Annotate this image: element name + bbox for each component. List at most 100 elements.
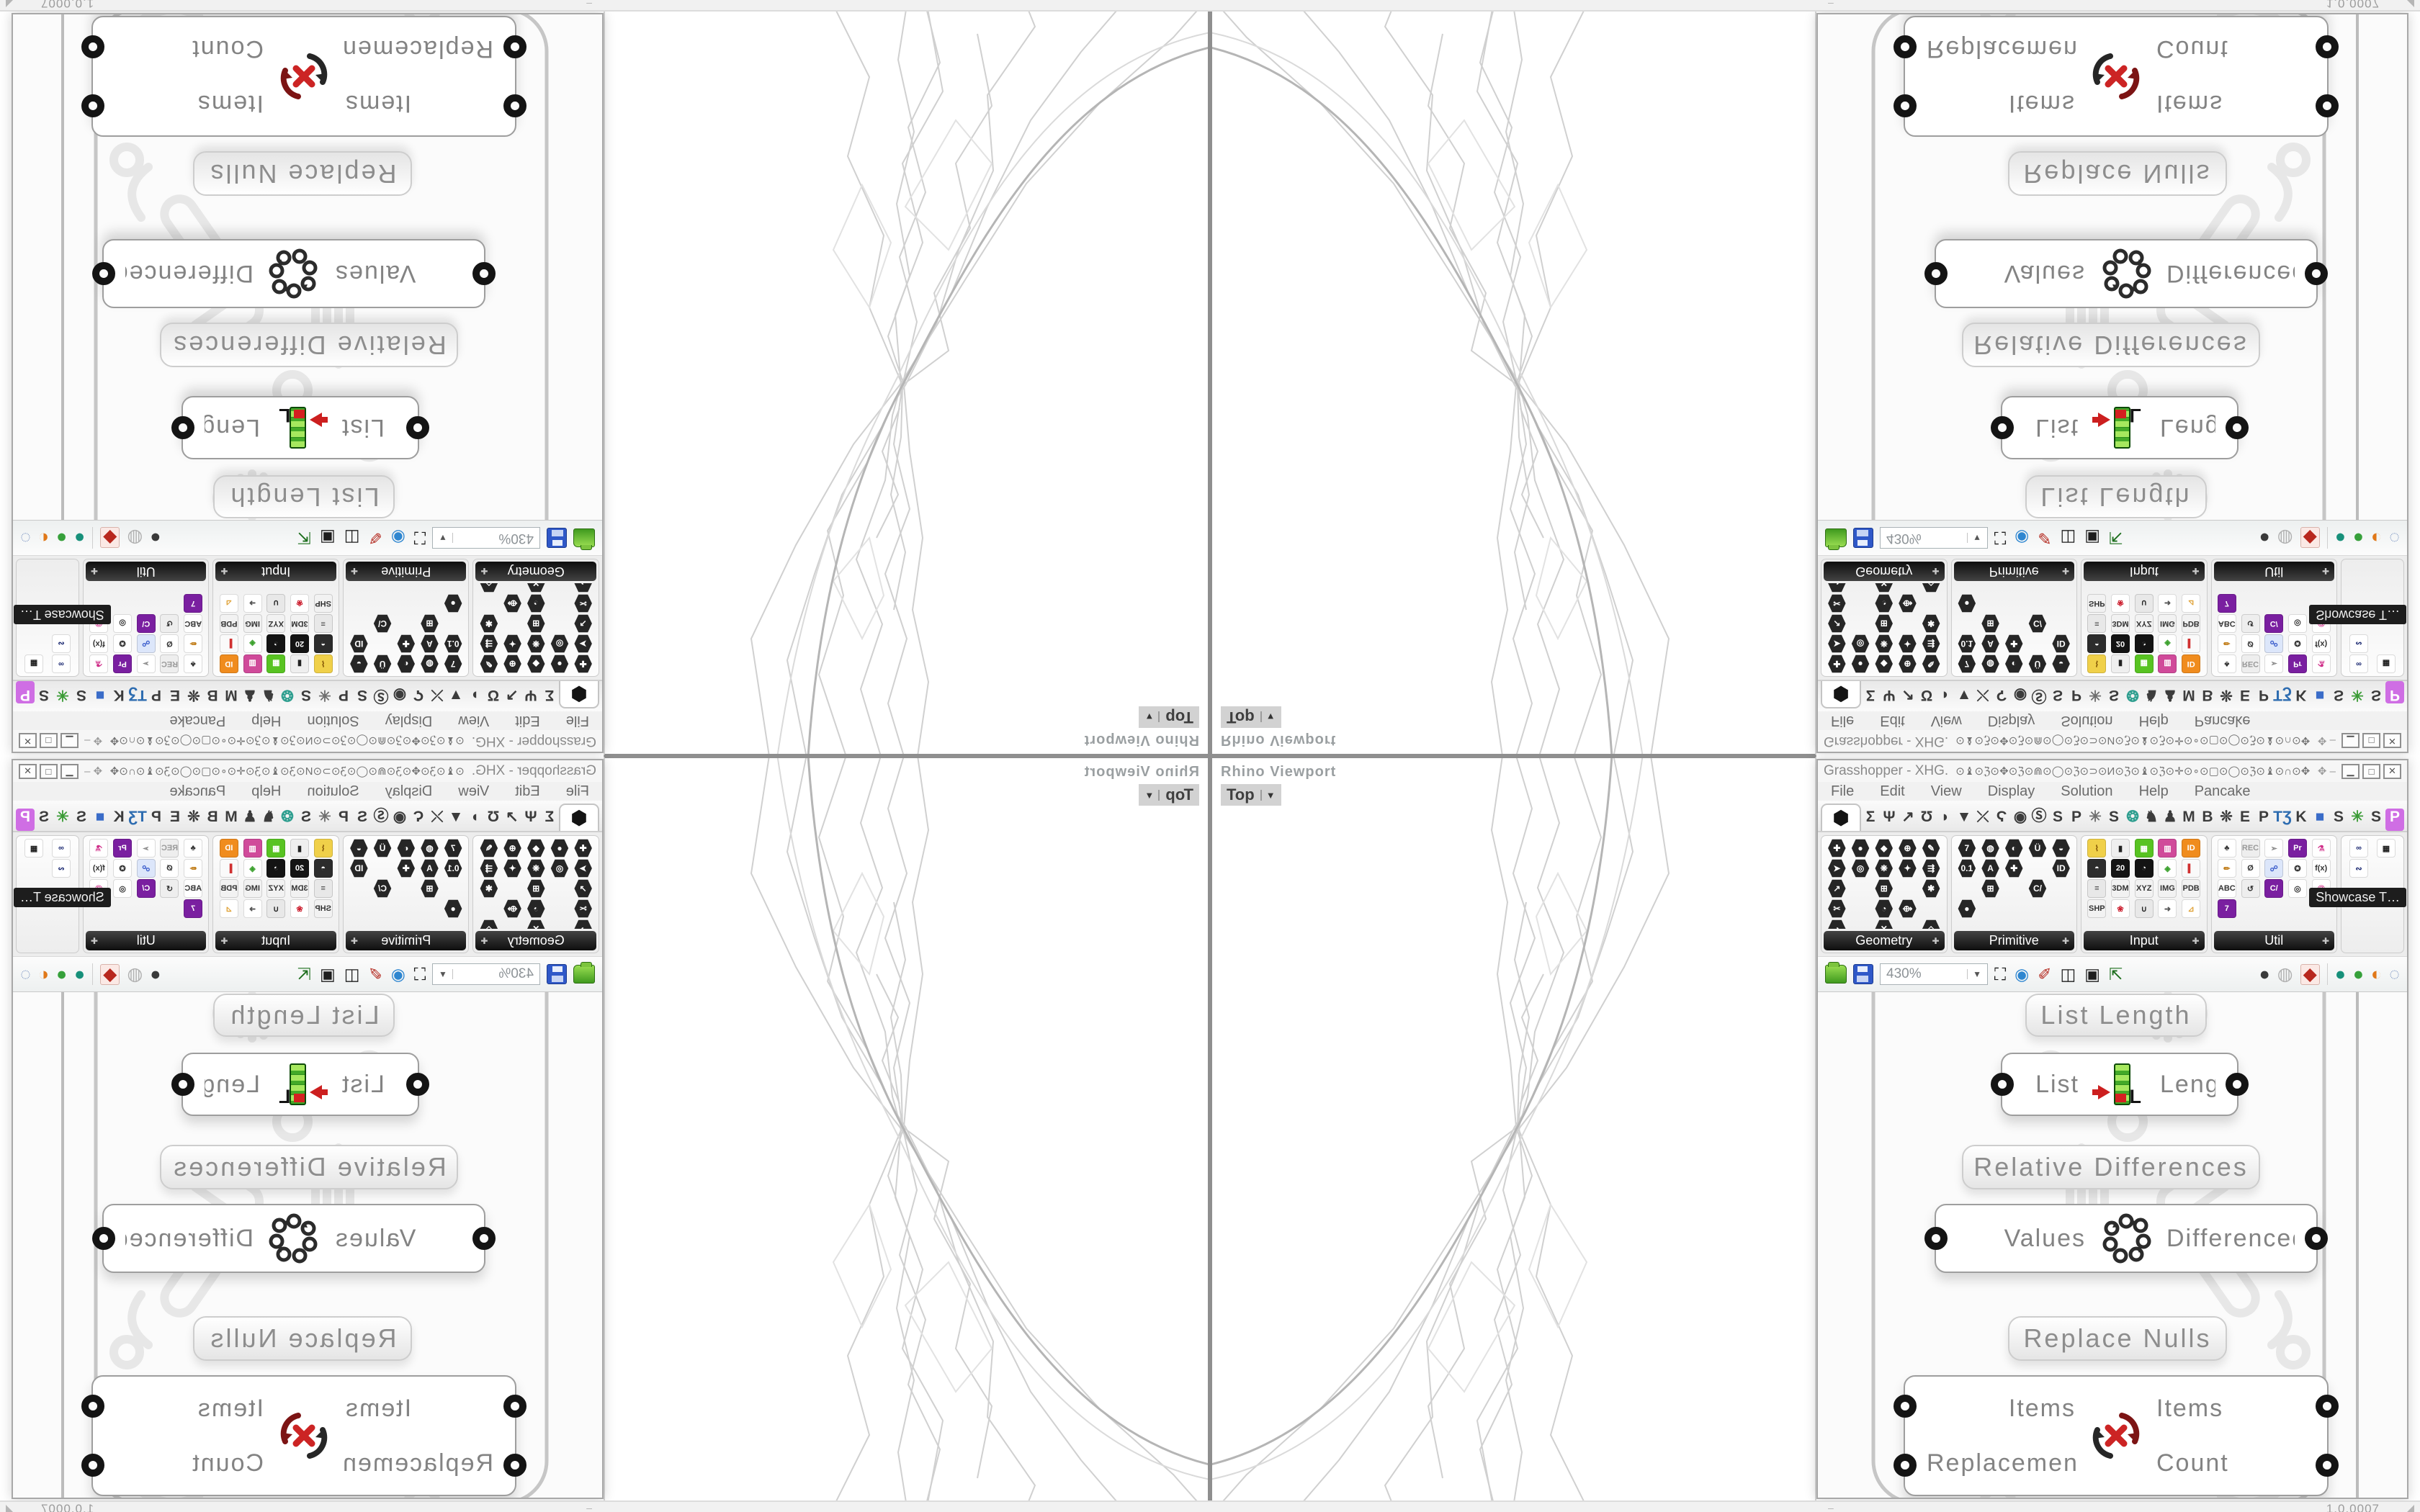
axes-widget-icon[interactable]: ⇱ — [2108, 528, 2123, 548]
tab-4[interactable]: ◗ — [470, 687, 480, 703]
tab-27[interactable]: S — [2370, 809, 2381, 825]
ribbon-component-icon[interactable]: ∪ — [266, 899, 286, 918]
titlebar-mini-icon[interactable]: ♝ — [2265, 765, 2275, 778]
ribbon-param-icon[interactable]: ✕ — [1875, 583, 1894, 593]
menu-item-pancake[interactable]: Pancake — [169, 713, 226, 729]
ribbon-component-icon[interactable]: ❀ — [290, 594, 309, 613]
titlebar-mini-icon[interactable]: ◯ — [2051, 765, 2064, 778]
chevron-down-icon[interactable]: ▼ — [1967, 969, 1981, 979]
ribbon-component-icon[interactable]: XYZ — [266, 879, 286, 898]
wireframe-preview-icon[interactable]: ◍ — [2277, 528, 2293, 549]
ribbon-param-icon[interactable]: ⊞ — [526, 879, 545, 898]
ribbon-param-icon[interactable]: ◔ — [526, 594, 545, 613]
document-preview-icon[interactable]: ● — [55, 963, 68, 984]
ribbon-param-icon[interactable]: ✱ — [1922, 879, 1940, 898]
titlebar-mini-icon[interactable]: ⊙ — [346, 734, 357, 747]
preview-eye-icon[interactable]: ◉ — [390, 528, 405, 548]
ribbon-param-icon[interactable]: ✎ — [1922, 654, 1940, 673]
ribbon-param-icon[interactable]: C/ — [2028, 614, 2047, 633]
ribbon-component-icon[interactable]: SHP — [313, 594, 333, 613]
titlebar-mini-icon[interactable]: ⊙ — [2199, 765, 2209, 778]
tab-12[interactable]: ✳ — [318, 687, 331, 703]
gh-component[interactable]: Values Differenced — [92, 1204, 496, 1273]
titlebar-mini-icon[interactable]: ♝ — [2140, 765, 2150, 778]
ribbon-component-icon[interactable]: ♣ — [184, 654, 203, 673]
ribbon-component-icon[interactable]: ABC — [2217, 614, 2236, 633]
ribbon-param-icon[interactable]: ✦ — [503, 859, 522, 878]
preview-region-icon[interactable]: ◌ — [2389, 963, 2400, 984]
zoom-level-select[interactable]: 430% ▼ — [432, 527, 540, 549]
ribbon-param-icon[interactable]: ◇ — [1922, 919, 1940, 929]
ribbon-component-icon[interactable]: 7 — [2217, 899, 2236, 918]
output-grip[interactable] — [81, 35, 104, 58]
tab-28[interactable]: P — [16, 681, 35, 703]
tab-9[interactable]: Ⓢ — [2031, 808, 2047, 824]
ribbon-component-icon[interactable]: ⌇ — [2087, 654, 2107, 673]
ribbon-param-icon[interactable]: ⇶ — [480, 634, 498, 653]
titlebar-mini-icon[interactable]: ⊙ — [2183, 765, 2193, 778]
tab-19[interactable]: ❊ — [2220, 687, 2233, 703]
panel-label[interactable]: Input ✚ — [2084, 931, 2205, 950]
resize-grip-icon[interactable]: ◢ — [6, 0, 14, 10]
titlebar-mini-icon[interactable]: ⊙ — [245, 765, 255, 778]
ribbon-component-icon[interactable]: ▦ — [24, 654, 43, 673]
ribbon-param-icon[interactable]: ↗ — [1828, 879, 1846, 898]
ribbon-param-icon[interactable]: ◐ — [2004, 654, 2023, 673]
tab-4[interactable]: ◗ — [470, 809, 480, 825]
tab-0[interactable]: Σ — [544, 687, 555, 703]
ribbon-component-icon[interactable]: ◎ — [113, 614, 133, 633]
menu-item-help[interactable]: Help — [251, 713, 282, 729]
ribbon-component-icon[interactable]: PDB — [2182, 614, 2201, 633]
titlebar-mini-icon[interactable]: ⊙ — [1955, 734, 1965, 747]
output-grip[interactable] — [92, 262, 115, 285]
ribbon-param-icon[interactable]: ◒ — [349, 654, 368, 673]
output-grip[interactable] — [2305, 1227, 2328, 1250]
menu-item-help[interactable]: Help — [2138, 783, 2169, 799]
ribbon-param-icon[interactable]: ◎ — [550, 634, 569, 653]
ribbon-component-icon[interactable]: Ø — [2241, 859, 2260, 878]
canvas-label[interactable]: List Length — [213, 475, 395, 518]
ribbon-component-icon[interactable]: 3DM — [290, 614, 309, 633]
tab-4[interactable]: ◗ — [1940, 809, 1950, 825]
ribbon-param-icon[interactable]: ⊞ — [420, 879, 439, 898]
menu-item-edit[interactable]: Edit — [1880, 783, 1905, 799]
ribbon-param-icon[interactable]: ⊞ — [1981, 879, 1999, 898]
tab-21[interactable]: P — [2258, 809, 2269, 825]
canvas-label[interactable]: Relative Differences — [1962, 323, 2260, 367]
menu-item-view[interactable]: View — [1930, 783, 1962, 799]
ribbon-component-icon[interactable]: f(x) — [2311, 634, 2331, 653]
ribbon-param-icon[interactable]: 7 — [444, 654, 462, 673]
gh-canvas[interactable]: List Length List L Length Relative Differenc… — [1818, 14, 2407, 521]
panel-label[interactable]: Geometry ✚ — [1824, 562, 1945, 581]
tab-20[interactable]: E — [170, 687, 181, 703]
ribbon-component-icon[interactable]: ✪ — [2287, 634, 2307, 653]
tab-24[interactable]: ■ — [95, 687, 105, 703]
titlebar-mini-icon[interactable]: ⊙ — [211, 765, 221, 778]
gh-component[interactable]: Items Replacements Items Count — [1894, 1375, 2339, 1496]
tab-8[interactable]: ◉ — [393, 809, 407, 825]
ribbon-component-icon[interactable]: ∪ — [2134, 899, 2154, 918]
ribbon-component-icon[interactable]: ⚗ — [89, 839, 109, 858]
titlebar-mini-icon[interactable]: ♝ — [145, 734, 155, 747]
tab-15[interactable]: ♞ — [2144, 687, 2159, 703]
ribbon-component-icon[interactable]: ↺ — [2241, 879, 2260, 898]
ribbon-component-icon[interactable]: XYZ — [2134, 879, 2154, 898]
titlebar-mini-icon[interactable]: ♝ — [1964, 765, 1975, 778]
tab-10[interactable]: S — [2052, 809, 2063, 825]
titlebar-mini-icon[interactable]: ⊙ — [2292, 734, 2301, 747]
ribbon-component-icon[interactable]: C/ — [136, 614, 156, 633]
rhino-viewport[interactable]: Rhino Viewport Top ▼ — [604, 756, 1210, 1500]
titlebar-mini-icon[interactable]: ⊙ — [331, 734, 341, 747]
titlebar-mini-icon[interactable]: ⊙ — [2256, 765, 2265, 778]
save-file-icon[interactable] — [547, 964, 567, 984]
tab-22[interactable]: TƷ — [2273, 809, 2292, 825]
shaded-preview-icon[interactable]: ◆ — [2300, 963, 2320, 985]
ribbon-param-icon[interactable]: ◍ — [420, 839, 439, 858]
tab-11[interactable]: P — [339, 809, 349, 825]
tab-9[interactable]: Ⓢ — [2031, 688, 2047, 704]
gh-component[interactable]: Items Replacements Items Count — [81, 16, 526, 137]
ribbon-component-icon[interactable]: 3DM — [2111, 614, 2130, 633]
maximize-button[interactable]: □ — [2362, 733, 2380, 749]
tab-12[interactable]: ✳ — [318, 809, 331, 825]
titlebar-mini-icon[interactable]: И — [2107, 765, 2115, 778]
